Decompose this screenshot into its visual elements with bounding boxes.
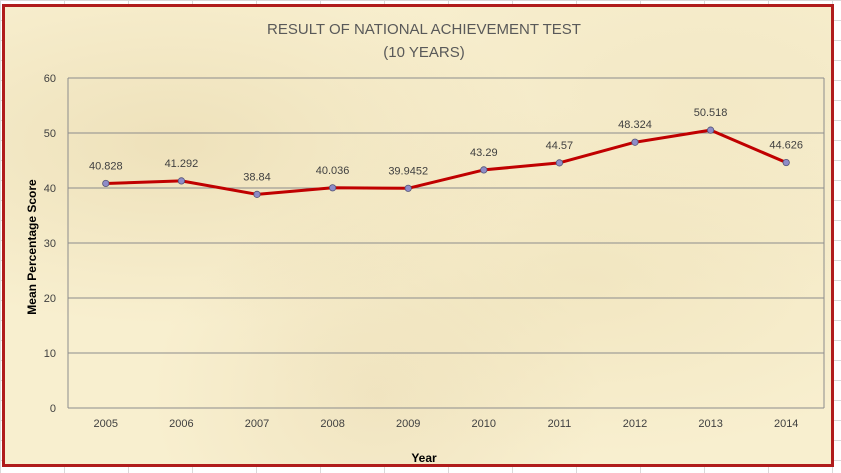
axes — [67, 77, 825, 409]
data-label: 50.518 — [694, 107, 728, 119]
x-tick-label: 2014 — [774, 418, 798, 430]
data-point — [177, 177, 185, 185]
y-tick-label: 20 — [44, 293, 56, 305]
x-tick-label: 2011 — [548, 418, 572, 430]
x-tick-label: 2013 — [698, 418, 722, 430]
data-label: 38.84 — [243, 171, 271, 183]
data-point — [102, 179, 110, 188]
x-tick-label: 2010 — [472, 418, 496, 430]
data-label: 44.57 — [546, 140, 574, 152]
chart-title: RESULT OF NATIONAL ACHIEVEMENT TEST — [267, 21, 581, 38]
data-point — [555, 159, 564, 167]
data-label: 44.626 — [769, 140, 803, 152]
y-tick-label: 30 — [44, 238, 56, 250]
x-tick-labels: 2005 2006 2007 2008 2009 2010 2011 2012 2013 2014 — [94, 418, 799, 430]
y-tick-label: 60 — [44, 73, 56, 85]
x-tick-label: 2007 — [245, 418, 269, 430]
data-point — [328, 184, 337, 192]
data-point — [480, 166, 488, 174]
line-chart: RESULT OF NATIONAL ACHIEVEMENT TEST (10 … — [25, 21, 825, 465]
y-axis-title: Mean Percentage Score — [25, 179, 39, 315]
series-line — [105, 128, 787, 196]
data-label: 41.292 — [165, 158, 199, 170]
x-tick-label: 2006 — [169, 418, 193, 430]
gridlines — [68, 77, 824, 354]
y-tick-label: 10 — [44, 348, 56, 360]
data-label: 39.9452 — [388, 165, 428, 177]
data-labels: 40.828 41.292 38.84 40.036 39.9452 43.29 44.57… — [89, 107, 803, 183]
x-tick-label: 2009 — [396, 418, 420, 430]
data-series — [102, 126, 790, 198]
y-tick-label: 0 — [50, 403, 56, 415]
x-tick-label: 2008 — [320, 418, 344, 430]
chart-area[interactable]: RESULT OF NATIONAL ACHIEVEMENT TEST (10 … — [2, 4, 834, 467]
data-label: 40.828 — [89, 160, 123, 172]
data-point — [631, 138, 639, 146]
data-point — [782, 158, 790, 167]
x-tick-label: 2005 — [94, 418, 118, 430]
data-point — [404, 184, 412, 192]
x-axis-title: Year — [411, 451, 437, 465]
data-label: 40.036 — [316, 165, 350, 177]
data-point — [706, 126, 715, 134]
y-tick-label: 40 — [44, 183, 56, 195]
y-tick-label: 50 — [44, 128, 56, 140]
data-label: 48.324 — [618, 119, 652, 131]
data-label: 43.29 — [470, 147, 498, 159]
y-tick-labels: 0 10 20 30 40 50 60 — [44, 73, 56, 415]
x-tick-label: 2012 — [623, 418, 647, 430]
chart-subtitle: (10 YEARS) — [383, 44, 464, 61]
data-point — [253, 190, 261, 198]
